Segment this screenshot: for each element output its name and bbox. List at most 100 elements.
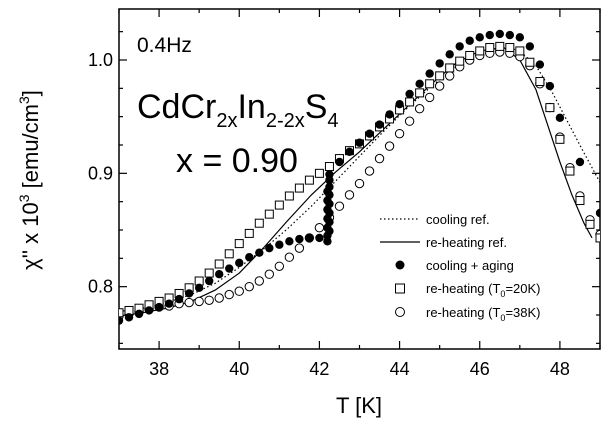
- y-tick-label: 0.9: [88, 163, 113, 183]
- compound-sub-3: 4: [327, 110, 338, 132]
- data-point-cooling-aging: [445, 50, 454, 59]
- legend-label-cooling-ref: cooling ref.: [426, 212, 490, 227]
- data-point-cooling-aging: [194, 283, 204, 292]
- data-point-cooling-aging: [425, 69, 434, 78]
- legend-item-cooling-ref: cooling ref.: [380, 212, 490, 227]
- data-point-cooling-aging: [525, 42, 535, 51]
- data-point-re-heating-t0-38k: [204, 295, 214, 305]
- data-point-cooling-aging: [325, 199, 334, 209]
- data-point-re-heating-t0-20k: [254, 218, 264, 228]
- data-point-cooling-aging: [415, 79, 424, 89]
- data-point-cooling-aging: [225, 264, 234, 273]
- data-point-re-heating-t0-20k: [405, 97, 415, 107]
- data-point-cooling-aging: [265, 243, 274, 253]
- data-point-cooling-aging: [335, 157, 344, 167]
- data-point-cooling-aging: [495, 29, 504, 39]
- series-layer: [119, 29, 600, 325]
- data-point-cooling-aging: [505, 30, 515, 40]
- data-point-re-heating-t0-38k: [284, 252, 295, 262]
- data-point-re-heating-t0-20k: [224, 249, 234, 259]
- y-axis-title-unit-exp: 3: [16, 96, 32, 104]
- data-point-re-heating-t0-20k: [314, 168, 324, 178]
- data-point-cooling-aging: [325, 170, 334, 179]
- x-tick-label: 38: [149, 359, 169, 379]
- data-point-cooling-aging: [435, 59, 444, 68]
- legend-label-reheating-t0-20k-sub: 0: [500, 289, 505, 299]
- data-point-re-heating-t0-38k: [214, 293, 224, 303]
- data-point-re-heating-t0-38k: [414, 104, 425, 114]
- series-line-cooling-ref: [119, 45, 600, 313]
- data-point-cooling-aging: [355, 138, 364, 147]
- compound-end: S: [305, 88, 328, 126]
- data-point-re-heating-t0-20k: [535, 77, 545, 87]
- data-point-re-heating-t0-20k: [284, 191, 294, 201]
- compound-sub-1: 2x: [216, 110, 237, 132]
- data-point-re-heating-t0-20k: [495, 41, 505, 51]
- data-point-re-heating-t0-20k: [445, 63, 455, 73]
- data-point-re-heating-t0-38k: [264, 269, 275, 279]
- data-point-cooling-aging: [124, 313, 134, 322]
- compound-base: CdCr: [137, 88, 216, 126]
- data-point-re-heating-t0-20k: [515, 46, 525, 56]
- data-point-re-heating-t0-38k: [404, 116, 415, 126]
- y-axis-title: χ'' x 103 [emu/cm3]: [16, 90, 43, 270]
- data-point-re-heating-t0-20k: [264, 209, 274, 219]
- data-point-cooling-aging: [275, 240, 284, 249]
- data-point-re-heating-t0-20k: [244, 228, 254, 238]
- data-point-re-heating-t0-38k: [254, 276, 264, 286]
- data-point-re-heating-t0-38k: [184, 297, 194, 308]
- data-point-re-heating-t0-20k: [274, 200, 284, 210]
- legend-label-reheating-t0-38k-main: re-heating (T: [426, 305, 500, 320]
- data-point-re-heating-t0-20k: [119, 308, 124, 318]
- data-point-re-heating-t0-38k: [374, 153, 385, 164]
- data-point-cooling-aging: [535, 60, 545, 69]
- data-point-cooling-aging: [555, 113, 565, 123]
- x-axis-ticks: 38 40 42 44 46 48: [118, 9, 601, 379]
- data-point-cooling-aging: [365, 129, 374, 138]
- data-point-cooling-aging: [305, 233, 314, 243]
- data-point-cooling-aging: [395, 100, 404, 109]
- data-point-cooling-aging: [184, 289, 194, 298]
- plot-area: [119, 29, 600, 325]
- data-point-cooling-aging: [245, 253, 254, 262]
- data-point-cooling-aging: [325, 190, 334, 200]
- data-point-re-heating-t0-38k: [274, 261, 285, 271]
- data-point-cooling-aging: [235, 258, 244, 268]
- y-axis-title-exp: 3: [16, 194, 32, 202]
- compound-sub-2: 2-2x: [266, 110, 305, 132]
- data-point-cooling-aging: [215, 270, 224, 279]
- x-axis-title: T [K]: [336, 393, 382, 418]
- data-point-cooling-aging: [325, 217, 334, 227]
- data-point-re-heating-t0-38k: [234, 286, 244, 296]
- data-point-re-heating-t0-20k: [465, 50, 475, 60]
- data-point-re-heating-t0-38k: [224, 289, 234, 300]
- y-tick-label: 0.8: [88, 277, 113, 297]
- frequency-annotation: 0.4Hz: [137, 34, 192, 57]
- data-point-cooling-aging: [595, 208, 600, 218]
- compound-formula: CdCr2xIn2-2xS4: [137, 88, 339, 132]
- data-point-re-heating-t0-38k: [364, 166, 375, 176]
- x-tick-label: 40: [229, 359, 249, 379]
- data-point-cooling-aging: [375, 120, 384, 129]
- data-point-re-heating-t0-38k: [434, 81, 445, 91]
- series-line-re-heating-ref: [119, 46, 593, 317]
- data-point-cooling-aging: [134, 309, 144, 319]
- y-axis-title-close: ]: [18, 90, 43, 96]
- data-point-cooling-aging: [325, 182, 334, 192]
- legend-item-reheating-t0-38k: re-heating (T0=38K): [395, 305, 541, 323]
- data-point-cooling-aging: [325, 226, 334, 236]
- data-point-cooling-aging: [144, 306, 154, 315]
- data-point-re-heating-t0-38k: [194, 296, 204, 307]
- data-point-cooling-aging: [485, 30, 494, 40]
- data-point-cooling-aging: [204, 276, 214, 286]
- legend-label-reheating-t0-38k-sub: 0: [500, 313, 505, 323]
- legend-swatch-filled-circle: [395, 260, 405, 270]
- data-point-re-heating-t0-38k: [244, 281, 254, 292]
- data-point-re-heating-t0-20k: [575, 196, 585, 206]
- legend-label-reheating-t0-20k: re-heating (T0=20K): [426, 281, 541, 299]
- legend-label-reheating-t0-38k-tail: =38K): [505, 305, 540, 320]
- y-axis-ticks: 0.8 0.9 1.0: [88, 31, 600, 344]
- data-point-cooling-aging: [325, 208, 334, 218]
- y-axis-title-unit: [emu/cm: [18, 104, 43, 194]
